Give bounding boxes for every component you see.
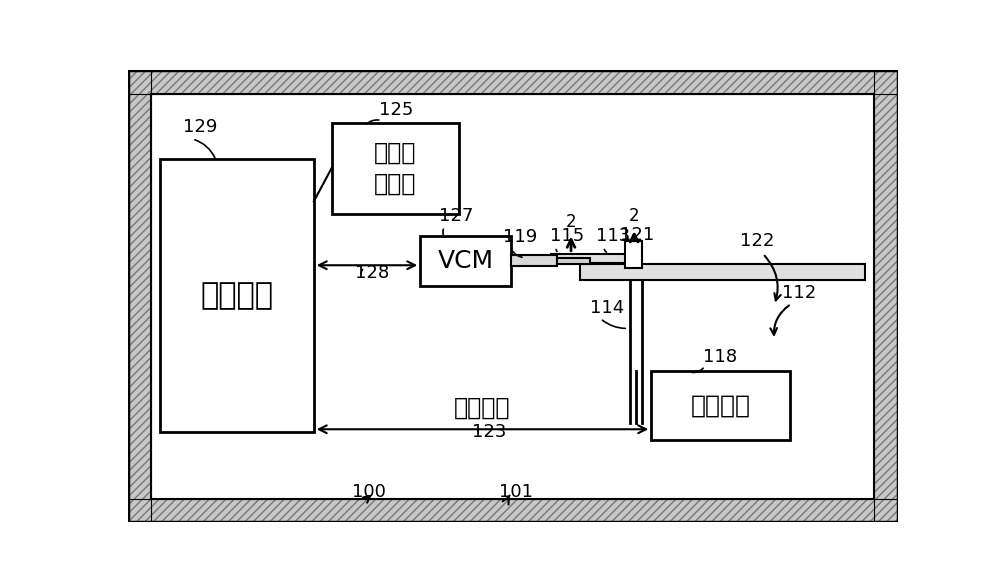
Text: 127: 127 (439, 207, 474, 225)
Text: 114: 114 (590, 299, 624, 317)
Text: 122: 122 (740, 232, 774, 250)
Bar (128, 500, 898, 522)
Text: 数据记
录通道: 数据记 录通道 (374, 140, 416, 196)
Text: 123: 123 (472, 423, 507, 441)
Text: 113: 113 (596, 227, 630, 245)
Bar (128, 70, 898, 93)
Text: 115: 115 (550, 227, 584, 245)
Bar (557, 258, 590, 264)
Text: 119: 119 (503, 228, 538, 246)
Text: 驱动马达: 驱动马达 (690, 393, 750, 417)
Text: 控制单元: 控制单元 (200, 281, 273, 310)
Text: 118: 118 (703, 348, 738, 366)
Text: 2: 2 (566, 212, 576, 231)
Bar (874, 70, 898, 522)
Text: 100: 100 (352, 483, 386, 501)
Bar (420, 236, 511, 286)
Bar (128, 70, 151, 522)
Bar (651, 371, 790, 440)
Text: VCM: VCM (437, 249, 494, 273)
Bar (580, 265, 865, 280)
Text: 129: 129 (183, 118, 217, 136)
Text: 125: 125 (379, 101, 413, 119)
Bar (511, 255, 557, 266)
Text: 2: 2 (629, 207, 639, 225)
Bar (332, 123, 459, 214)
Bar (128, 500, 898, 522)
Text: 101: 101 (499, 483, 533, 501)
Text: 112: 112 (782, 284, 816, 302)
Text: 马达控制: 马达控制 (454, 396, 511, 420)
Bar (551, 254, 640, 263)
Bar (625, 241, 642, 268)
Text: 128: 128 (355, 264, 389, 282)
Text: 121: 121 (620, 226, 655, 244)
Bar (128, 70, 898, 93)
Bar (160, 159, 314, 433)
Bar (128, 70, 151, 522)
Bar (151, 93, 874, 500)
Bar (874, 70, 898, 522)
